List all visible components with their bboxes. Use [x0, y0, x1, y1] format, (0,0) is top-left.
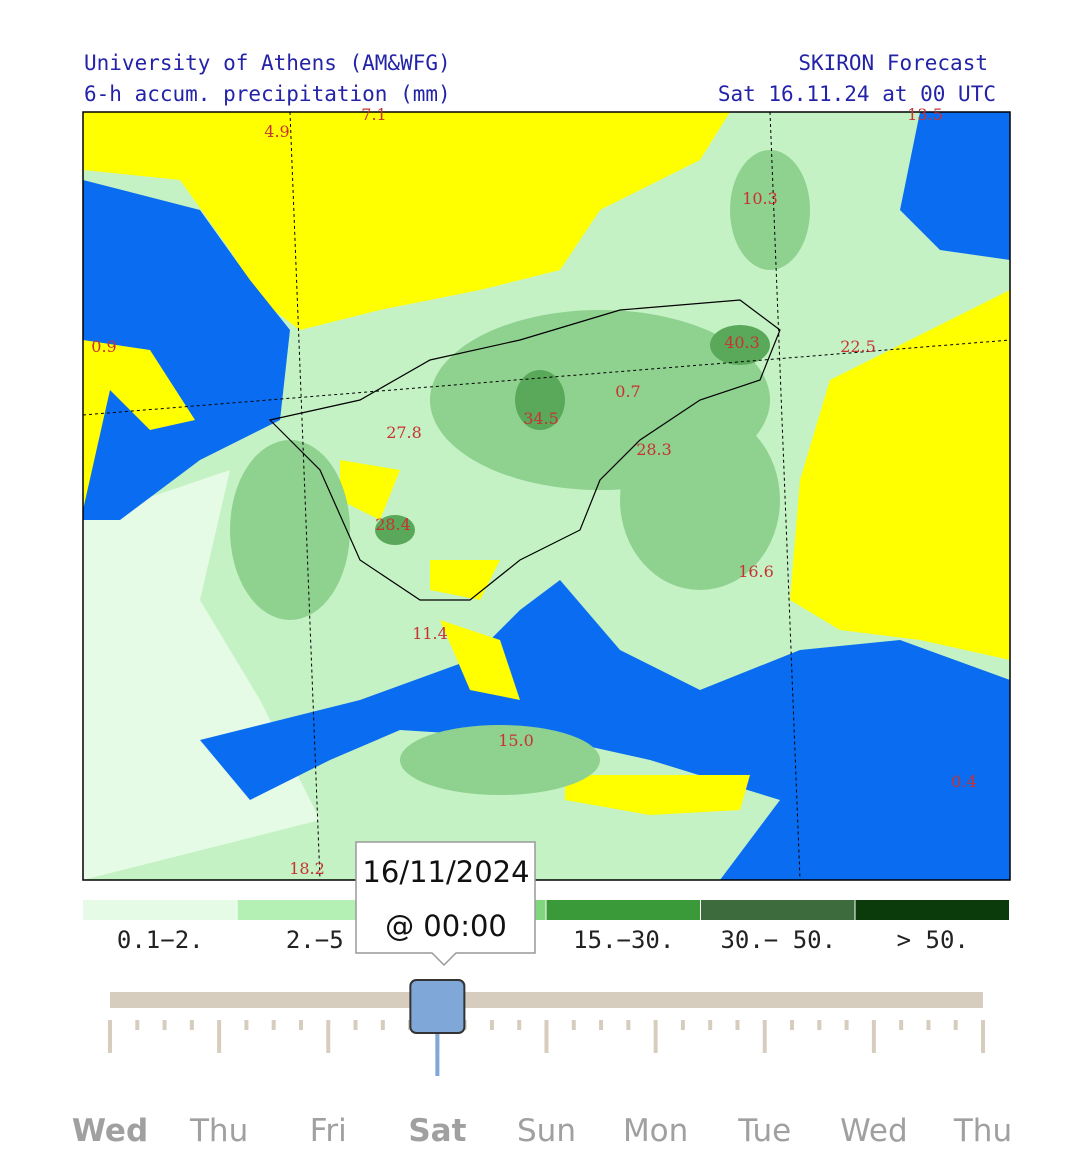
day-label[interactable]: Mon [623, 1113, 688, 1149]
minor-tick [599, 1020, 604, 1030]
legend-swatch [546, 900, 700, 920]
legend-label: 2.−5 [286, 926, 344, 954]
minor-tick [162, 1020, 167, 1030]
map-value-label: 0.4 [951, 772, 976, 791]
map-value-label: 28.4 [375, 515, 411, 534]
minor-tick [271, 1020, 276, 1030]
day-label[interactable]: Sat [408, 1113, 466, 1149]
minor-tick [953, 1020, 958, 1030]
map-value-label: 27.8 [386, 423, 422, 442]
minor-tick [844, 1020, 849, 1030]
map-value-label: 40.3 [724, 333, 760, 352]
minor-tick [708, 1020, 713, 1030]
map-value-label: 0.7 [615, 382, 640, 401]
major-tick [981, 1020, 985, 1053]
day-label[interactable]: Sun [517, 1113, 576, 1149]
map-value-label: 15.0 [498, 731, 534, 750]
day-label[interactable]: Tue [737, 1113, 791, 1149]
forecast-title: SKIRON Forecast [798, 51, 988, 75]
tooltip: 16/11/2024 @ 00:00 [355, 841, 536, 967]
minor-tick [571, 1020, 576, 1030]
minor-tick [380, 1020, 385, 1030]
map-value-label: 28.3 [636, 440, 672, 459]
minor-tick [353, 1020, 358, 1030]
map-value-label: 13.5 [907, 105, 943, 124]
legend-swatch [83, 900, 237, 920]
major-tick [762, 1020, 767, 1053]
minor-tick [135, 1020, 140, 1030]
minor-tick [790, 1020, 795, 1030]
minor-tick [189, 1020, 194, 1030]
minor-tick [298, 1020, 303, 1030]
legend-label: > 50. [897, 926, 969, 954]
slider-line [435, 1030, 440, 1076]
map: 4.9 7.1 13.5 10.3 0.9 40.3 22.5 0.7 34.5 27.8 28.3… [82, 105, 1011, 881]
slider-track[interactable] [110, 992, 983, 1008]
map-value-label: 34.5 [523, 409, 559, 428]
map-value-label: 16.6 [738, 562, 774, 581]
major-tick [217, 1020, 222, 1053]
subtitle: 6-h accum. precipitation (mm) [84, 82, 451, 106]
map-value-label: 0.9 [91, 337, 116, 356]
legend: 0.1−2. 2.−5 15.−30. 30.− 50. > 50. [83, 900, 1009, 954]
legend-swatch [701, 900, 855, 920]
day-label[interactable]: Thu [953, 1113, 1012, 1149]
day-labels: Wed Thu Fri Sat Sun Mon Tue Wed Thu [72, 1113, 1012, 1149]
map-value-label: 4.9 [264, 122, 289, 141]
legend-label: 30.− 50. [720, 926, 836, 954]
minor-tick [899, 1020, 904, 1030]
map-value-label: 7.1 [361, 105, 386, 124]
map-value-label: 22.5 [840, 337, 876, 356]
minor-tick [489, 1020, 494, 1030]
slider-thumb[interactable] [409, 979, 466, 1034]
map-value-label: 18.2 [289, 859, 325, 878]
minor-tick [926, 1020, 931, 1030]
forecast-time: Sat 16.11.24 at 00 UTC [718, 82, 996, 106]
major-tick [871, 1020, 876, 1053]
minor-tick [817, 1020, 822, 1030]
minor-tick [244, 1020, 249, 1030]
legend-label: 15.−30. [573, 926, 674, 954]
minor-tick [626, 1020, 631, 1030]
minor-tick [735, 1020, 740, 1030]
major-tick [544, 1020, 549, 1053]
major-tick [326, 1020, 331, 1053]
legend-swatch [237, 900, 391, 920]
legend-swatch [855, 900, 1009, 920]
day-label[interactable]: Wed [72, 1113, 148, 1149]
minor-tick [517, 1020, 522, 1030]
major-tick [108, 1020, 112, 1053]
legend-label: 0.1−2. [117, 926, 204, 954]
title: University of Athens (AM&WFG) [84, 51, 451, 75]
major-tick [653, 1020, 658, 1053]
slider[interactable] [108, 979, 985, 1076]
tooltip-time: @ 00:00 [385, 909, 507, 943]
day-label[interactable]: Fri [310, 1113, 347, 1149]
day-label[interactable]: Wed [840, 1113, 908, 1149]
tooltip-date: 16/11/2024 [362, 855, 529, 889]
map-value-label: 11.4 [412, 624, 448, 643]
minor-tick [680, 1020, 685, 1030]
day-label[interactable]: Thu [189, 1113, 248, 1149]
map-value-label: 10.3 [742, 189, 778, 208]
